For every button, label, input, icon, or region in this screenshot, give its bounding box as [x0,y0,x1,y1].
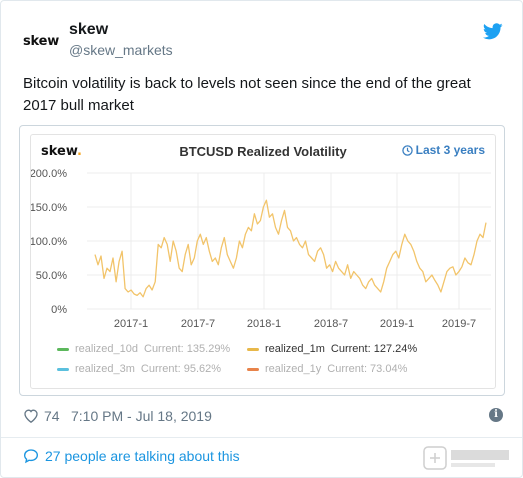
y-tick-label: 0% [51,304,67,316]
legend-swatch [57,367,69,371]
like-count[interactable]: 74 [44,408,60,424]
legend-swatch [57,347,69,351]
talking-link[interactable]: 27 people are talking about this [23,448,240,464]
avatar-logo: skew [22,33,60,49]
talking-label: 27 people are talking about this [45,448,240,464]
skew-logo-dot: . [77,144,82,159]
x-tick-label: 2017-7 [181,318,215,330]
legend-current-value: Current: 135.29% [144,343,231,355]
x-tick-label: 2017-1 [114,318,148,330]
legend-series-name: realized_10d [75,343,138,355]
x-tick-label: 2019-1 [380,318,414,330]
tweet-text: Bitcoin volatility is back to levels not… [23,75,471,114]
y-tick-label: 200.0% [31,168,67,180]
legend-item-realized-1m[interactable]: realized_1m Current: 127.24% [247,343,417,355]
x-tick-label: 2019-7 [442,318,476,330]
y-tick-label: 150.0% [31,202,67,214]
legend-swatch [247,347,259,351]
twitter-bird-icon[interactable] [483,23,503,40]
chart-widget: skew. BTCUSD Realized Volatility Last 3 … [30,134,496,389]
y-tick-label: 50.0% [36,270,67,282]
y-tick-label: 100.0% [31,236,67,248]
series-line-realized-1m[interactable] [94,199,487,298]
legend-swatch [247,367,259,371]
watermark-logo [420,442,516,474]
legend-series-name: realized_1m [265,343,325,355]
divider [1,437,522,438]
legend-item-realized-10d[interactable]: realized_10d Current: 135.29% [57,343,230,355]
legend-item-realized-1y[interactable]: realized_1y Current: 73.04% [247,363,407,375]
legend-series-name: realized_1y [265,363,322,375]
tweet-timestamp[interactable]: 7:10 PM - Jul 18, 2019 [71,408,212,424]
volatility-chart: 0% 50.0% 100.0% 150.0% 200.0% 2017-1 2017-7 201… [31,168,491,330]
skew-logo: skew. [41,144,82,159]
tweet-header: skew skew @skew_markets [23,13,503,65]
range-label: Last 3 years [415,143,485,157]
author-name[interactable]: skew [69,21,109,38]
range-button[interactable]: Last 3 years [401,143,485,157]
avatar[interactable]: skew [23,23,59,59]
x-tick-label: 2018-7 [314,318,348,330]
legend-current-value: Current: 127.24% [330,343,418,355]
x-tick-label: 2018-1 [247,318,281,330]
chart-title: BTCUSD Realized Volatility [179,144,347,159]
info-icon[interactable]: i [489,408,503,422]
legend-series-name: realized_3m [75,363,135,375]
clock-icon [401,144,413,156]
author-handle[interactable]: @skew_markets [69,42,173,58]
heart-icon[interactable] [23,408,39,423]
tweet-media[interactable]: skew. BTCUSD Realized Volatility Last 3 … [19,125,505,396]
legend-item-realized-3m[interactable]: realized_3m Current: 95.62% [57,363,221,375]
comment-bubble-icon [23,449,39,464]
legend-current-value: Current: 95.62% [140,363,222,375]
skew-logo-text: skew [41,144,78,159]
legend-current-value: Current: 73.04% [327,363,408,375]
tweet-meta: 74 7:10 PM - Jul 18, 2019 i [23,405,503,427]
